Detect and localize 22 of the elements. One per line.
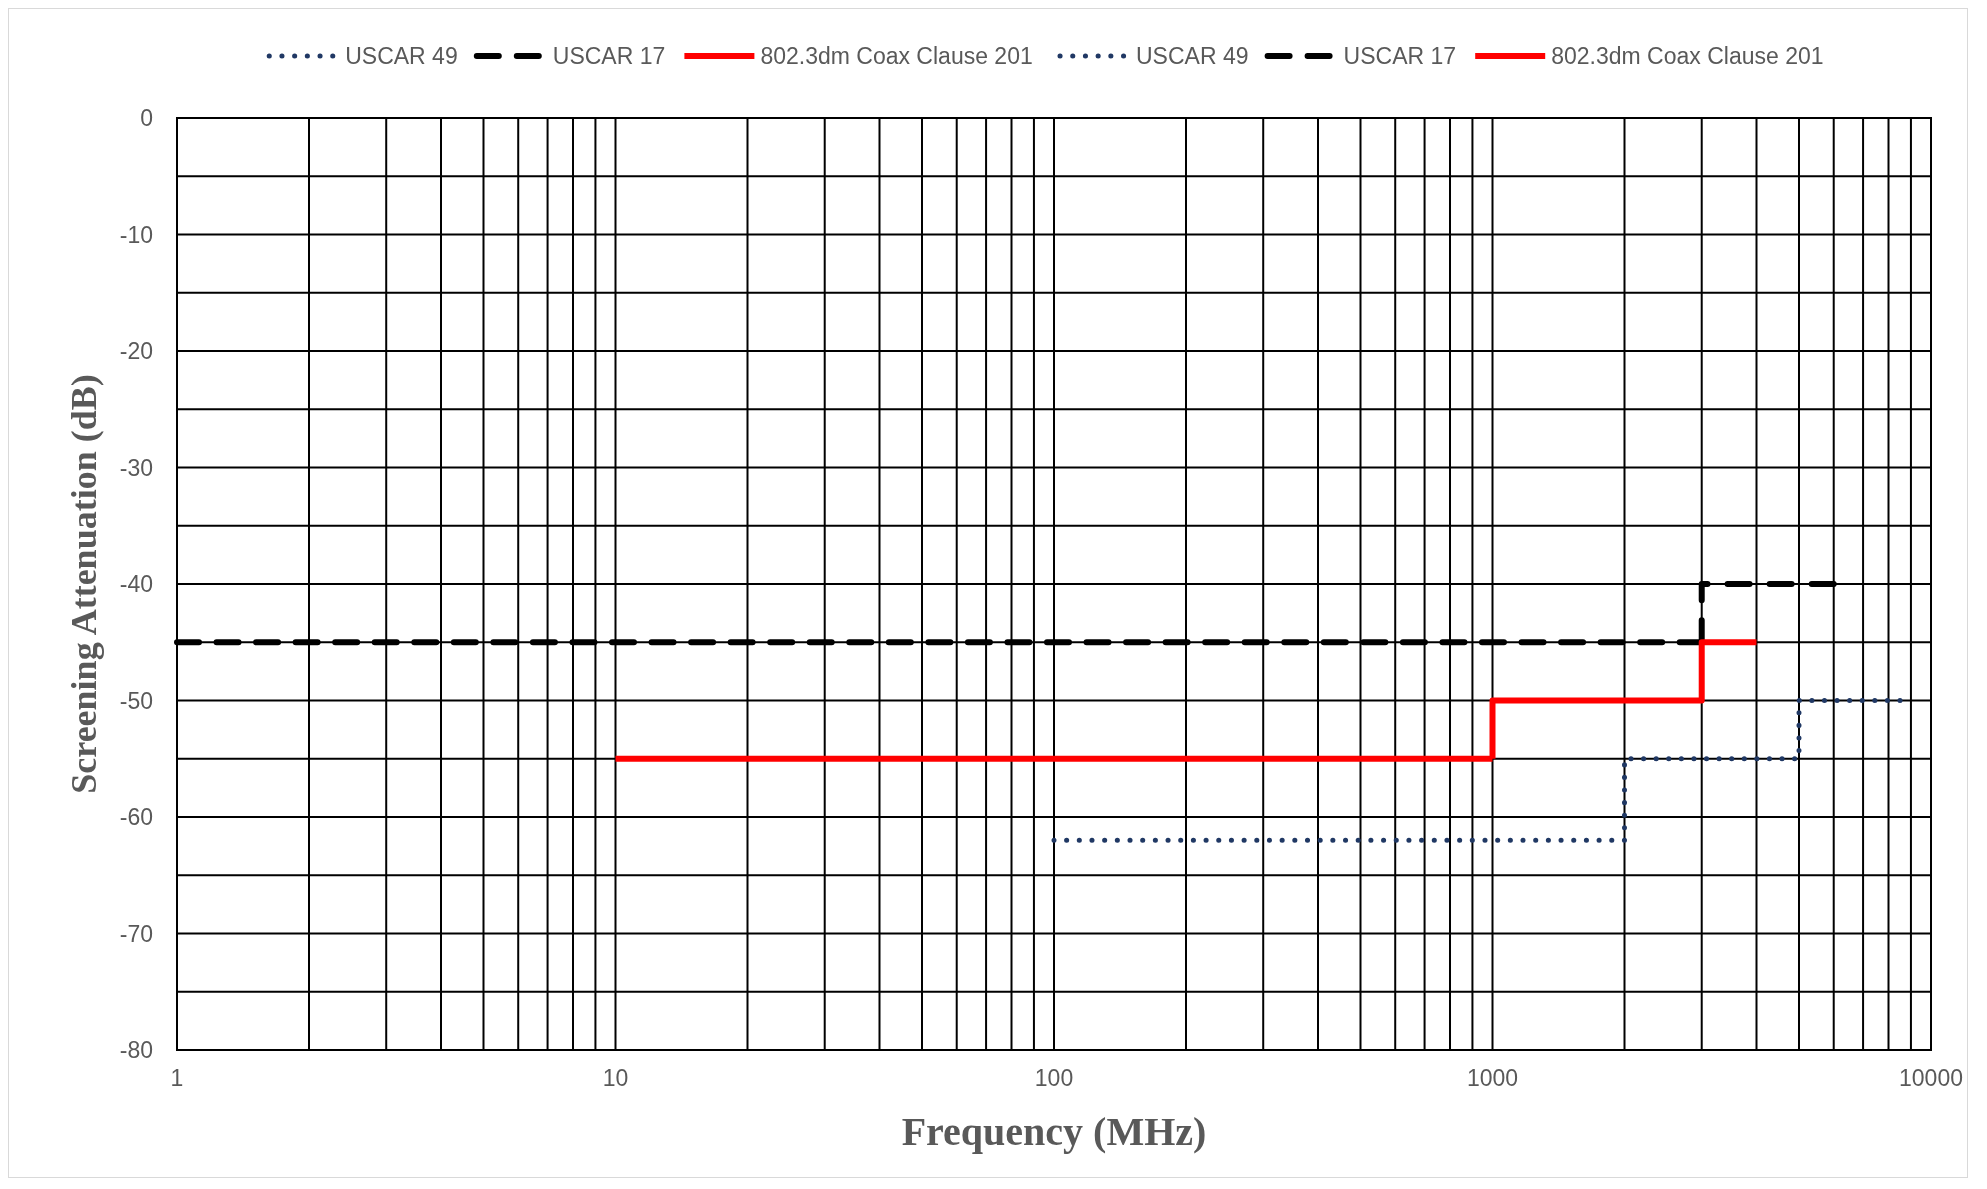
x-tick-label: 1: [170, 1065, 184, 1091]
x-tick-label: 10000: [1899, 1065, 1963, 1091]
legend-label: USCAR 49: [345, 43, 458, 69]
y-tick-label: -10: [119, 221, 153, 248]
legend-label: 802.3dm Coax Clause 201: [1551, 43, 1824, 69]
x-tick-label: 10: [602, 1065, 629, 1091]
y-tick-label: -60: [119, 804, 153, 830]
legend-label: USCAR 49: [1136, 43, 1249, 69]
x-tick-label: 1000: [1466, 1065, 1519, 1091]
legend-label: 802.3dm Coax Clause 201: [760, 43, 1033, 69]
x-tick-label: 100: [1034, 1065, 1074, 1091]
legend-label: USCAR 17: [552, 43, 666, 69]
y-tick-label: -50: [119, 687, 153, 714]
y-axis-title: Screening Attenuation (dB): [64, 374, 104, 794]
y-tick-label: 0: [140, 105, 153, 131]
legend-label: USCAR 17: [1343, 43, 1457, 69]
y-tick-label: -70: [119, 920, 153, 947]
y-tick-label: -80: [119, 1037, 153, 1063]
y-tick-label: -40: [119, 571, 153, 597]
x-axis-title: Frequency (MHz): [901, 1109, 1207, 1154]
y-tick-label: -20: [119, 338, 153, 364]
y-tick-label: -30: [119, 454, 153, 481]
